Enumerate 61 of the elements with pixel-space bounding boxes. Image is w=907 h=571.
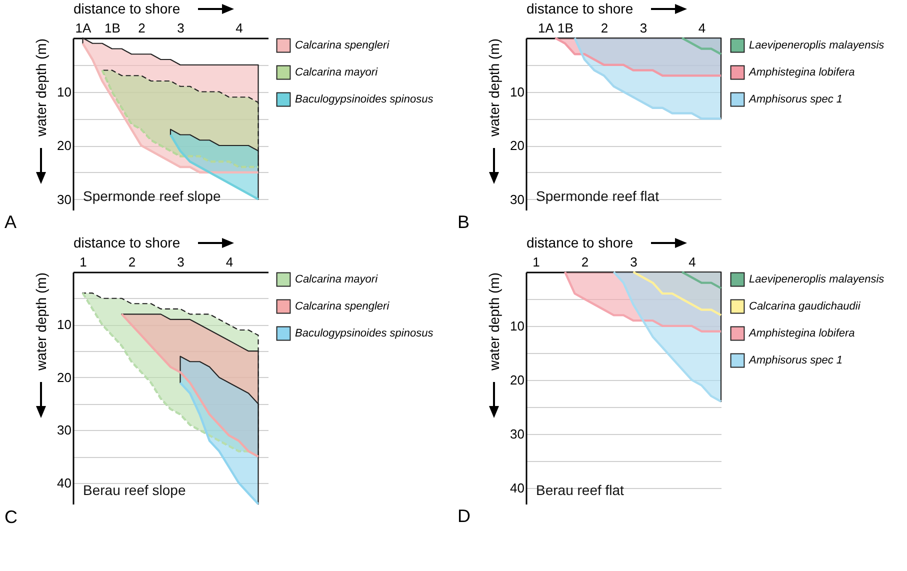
legend-label: Calcarina mayori — [295, 274, 378, 286]
y-tick-label: 40 — [510, 480, 524, 496]
y-tick-label: 20 — [57, 370, 72, 385]
annotation: Spermonde reef flat — [536, 188, 660, 204]
annotation: Berau reef slope — [83, 482, 186, 498]
x-tick-label: 2 — [138, 20, 146, 36]
text: A — [4, 212, 17, 232]
x-tick-label: 3 — [640, 20, 648, 36]
legend-label: Amphistegina lobifera — [748, 328, 855, 340]
x-tick-label: 1 — [532, 254, 540, 270]
x-tick-label: 1 — [80, 254, 87, 270]
y-tick-label: 20 — [510, 138, 524, 153]
x-tick-label: 1A — [75, 20, 92, 36]
text: D — [458, 506, 471, 526]
y-axis-title: water depth (m) — [33, 272, 50, 372]
legend-label: Laevipeneroplis malayensis — [749, 40, 885, 52]
legend-label: Calcarina spengleri — [295, 300, 390, 312]
x-tick-label: 3 — [177, 254, 184, 270]
y-tick-label: 30 — [57, 192, 72, 207]
x-tick-label: 2 — [600, 20, 608, 36]
y-tick-label: 20 — [57, 138, 72, 153]
legend-label: Calcarina gaudichaudii — [749, 300, 861, 312]
legend-label: Calcarina spengleri — [295, 40, 390, 52]
y-tick-label: 10 — [510, 84, 524, 100]
x-axis-title: distance to shore — [74, 234, 180, 250]
x-tick-label: 3 — [177, 20, 184, 36]
x-tick-label: 2 — [581, 254, 589, 270]
y-tick-label: 30 — [510, 426, 524, 442]
x-tick-label: 4 — [698, 20, 706, 36]
legend-label: Amphisorus spec 1 — [748, 354, 843, 366]
x-tick-label: 1B — [104, 20, 120, 36]
legend-label: Amphisorus spec 1 — [748, 94, 843, 106]
x-axis-title: distance to shore — [74, 0, 180, 16]
y-axis-title: water depth (m) — [33, 38, 50, 138]
legend-label: Baculogypsinoides spinosus — [295, 328, 434, 340]
x-axis-title: distance to shore — [526, 234, 634, 250]
x-axis-title: distance to shore — [526, 0, 634, 16]
x-tick-label: 1B — [558, 20, 574, 36]
x-tick-label: 4 — [236, 20, 243, 36]
legend-label: Laevipeneroplis malayensis — [749, 274, 885, 286]
legend-label: Calcarina mayori — [295, 66, 378, 78]
y-tick-label: 10 — [57, 317, 72, 332]
x-tick-label: 3 — [630, 254, 638, 270]
text: B — [458, 212, 470, 232]
y-tick-label: 10 — [57, 84, 72, 100]
annotation: Spermonde reef slope — [83, 188, 221, 204]
y-axis-title: water depth (m) — [486, 272, 502, 372]
y-tick-label: 20 — [510, 372, 524, 388]
y-tick-label: 40 — [57, 475, 72, 490]
x-tick-label: 4 — [688, 254, 696, 270]
y-tick-label: 30 — [57, 422, 72, 438]
y-tick-label: 10 — [510, 318, 524, 334]
y-axis-title: water depth (m) — [486, 38, 502, 138]
x-tick-label: 2 — [128, 254, 136, 270]
annotation: Berau reef flat — [536, 482, 624, 498]
legend-label: Amphistegina lobifera — [748, 66, 855, 78]
x-tick-label: 1A — [538, 20, 554, 36]
y-tick-label: 30 — [510, 192, 524, 207]
x-tick-label: 4 — [226, 254, 234, 270]
text: C — [4, 507, 18, 528]
legend-label: Baculogypsinoides spinosus — [295, 94, 434, 106]
